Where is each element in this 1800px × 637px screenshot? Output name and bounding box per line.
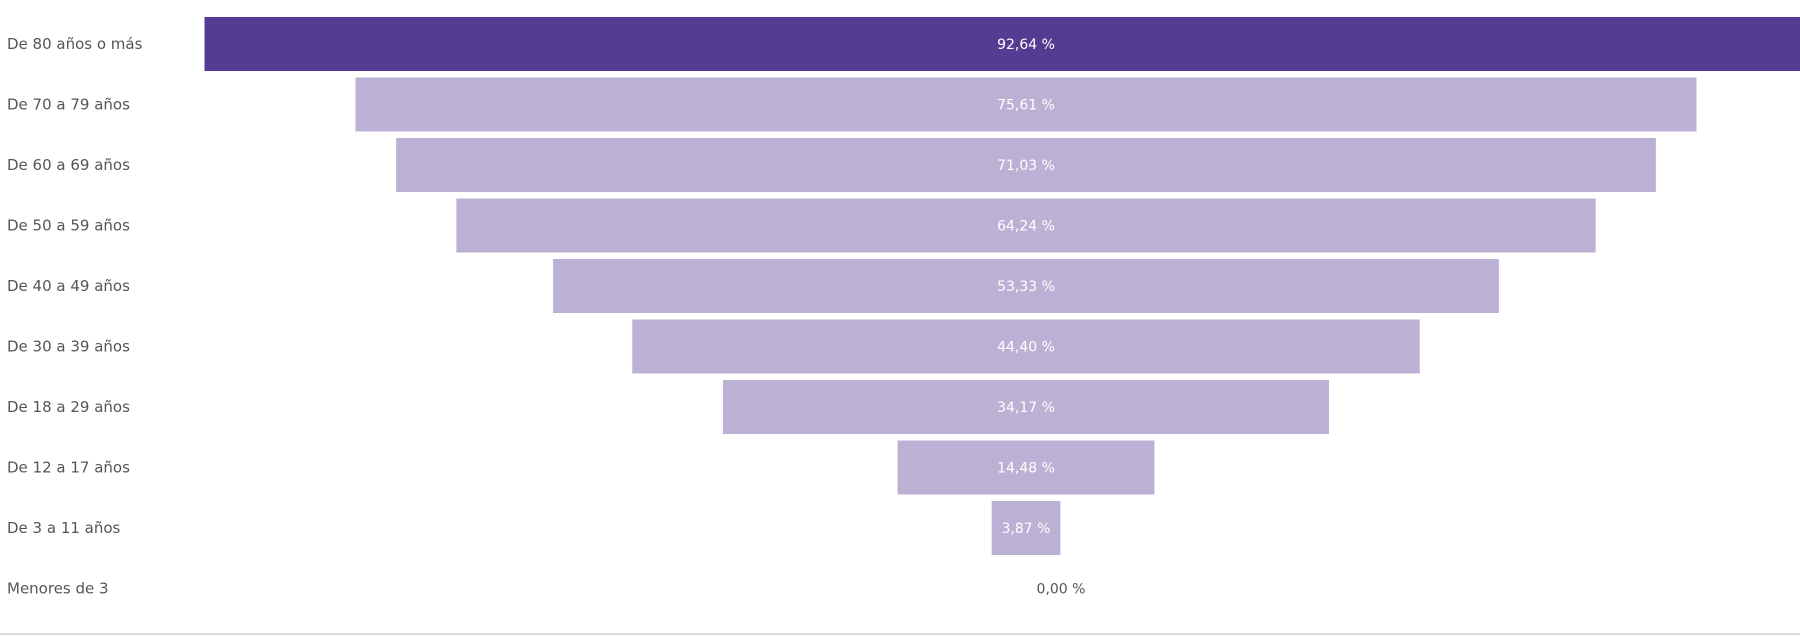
funnel-bar[interactable]: [396, 138, 1656, 192]
value-label: 0,00 %: [1037, 582, 1086, 598]
funnel-bar[interactable]: [722, 380, 1330, 434]
bottom-divider: [0, 633, 1800, 635]
funnel-bar[interactable]: [355, 77, 1697, 132]
funnel-bar[interactable]: [553, 259, 1499, 313]
value-label: 92,64 %: [997, 37, 1055, 53]
category-label: De 70 a 79 años: [7, 96, 130, 114]
funnel-bar[interactable]: [991, 501, 1061, 555]
value-label: 53,33 %: [997, 279, 1055, 295]
funnel-bar[interactable]: [204, 17, 1800, 71]
category-label: Menores de 3: [7, 580, 109, 598]
value-label: 34,17 %: [997, 400, 1055, 416]
value-label: 75,61 %: [997, 98, 1055, 114]
value-label: 3,87 %: [1002, 521, 1051, 537]
category-label: De 18 a 29 años: [7, 398, 130, 416]
value-label: 71,03 %: [997, 158, 1055, 174]
funnel-bar[interactable]: [632, 319, 1420, 374]
funnel-bar[interactable]: [897, 440, 1155, 495]
category-label: De 3 a 11 años: [7, 519, 121, 537]
value-label: 14,48 %: [997, 461, 1055, 477]
funnel-bar[interactable]: [456, 198, 1596, 253]
category-label: De 12 a 17 años: [7, 459, 130, 477]
category-label: De 50 a 59 años: [7, 217, 130, 235]
value-label: 44,40 %: [997, 340, 1055, 356]
value-label: 64,24 %: [997, 219, 1055, 235]
category-label: De 40 a 49 años: [7, 277, 130, 295]
category-label: De 30 a 39 años: [7, 338, 130, 356]
category-label: De 80 años o más: [7, 35, 143, 53]
category-label: De 60 a 69 años: [7, 156, 130, 174]
